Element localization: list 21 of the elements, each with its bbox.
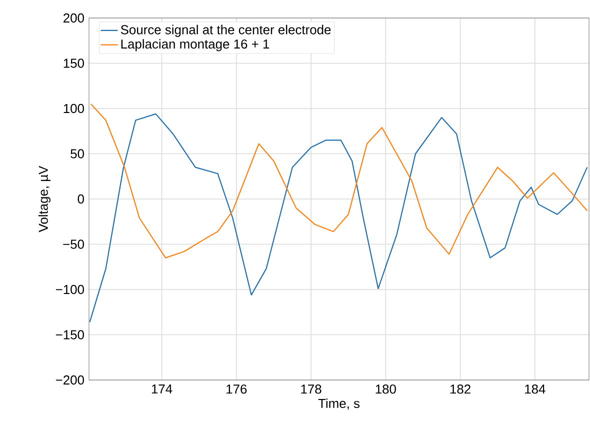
x-tick-label: 182 [450,384,470,394]
line-series [89,113,588,323]
x-tick-label: 176 [226,384,247,394]
legend-label: Source signal at the center electrode [120,24,331,37]
y-tick-label: 0 [78,194,84,204]
y-axis-title: Voltage, µV [38,166,50,232]
x-tick-label: 174 [152,384,172,394]
line-series [90,103,588,258]
x-axis-title: Time, s [318,398,360,410]
y-tick-label: 100 [64,104,84,114]
y-tick-label: −100 [56,284,84,294]
legend-label: Laplacian montage 16 + 1 [121,39,270,52]
y-tick-label: −50 [63,240,84,249]
x-tick-label: 184 [525,384,546,394]
y-tick-label: 150 [64,58,84,68]
y-tick-label: 200 [64,13,84,23]
y-tick-label: −150 [56,330,84,340]
y-tick-label: 50 [70,149,84,158]
x-tick-label: 178 [301,384,322,394]
y-tick-label: −200 [56,375,84,385]
x-tick-label: 180 [376,384,396,394]
